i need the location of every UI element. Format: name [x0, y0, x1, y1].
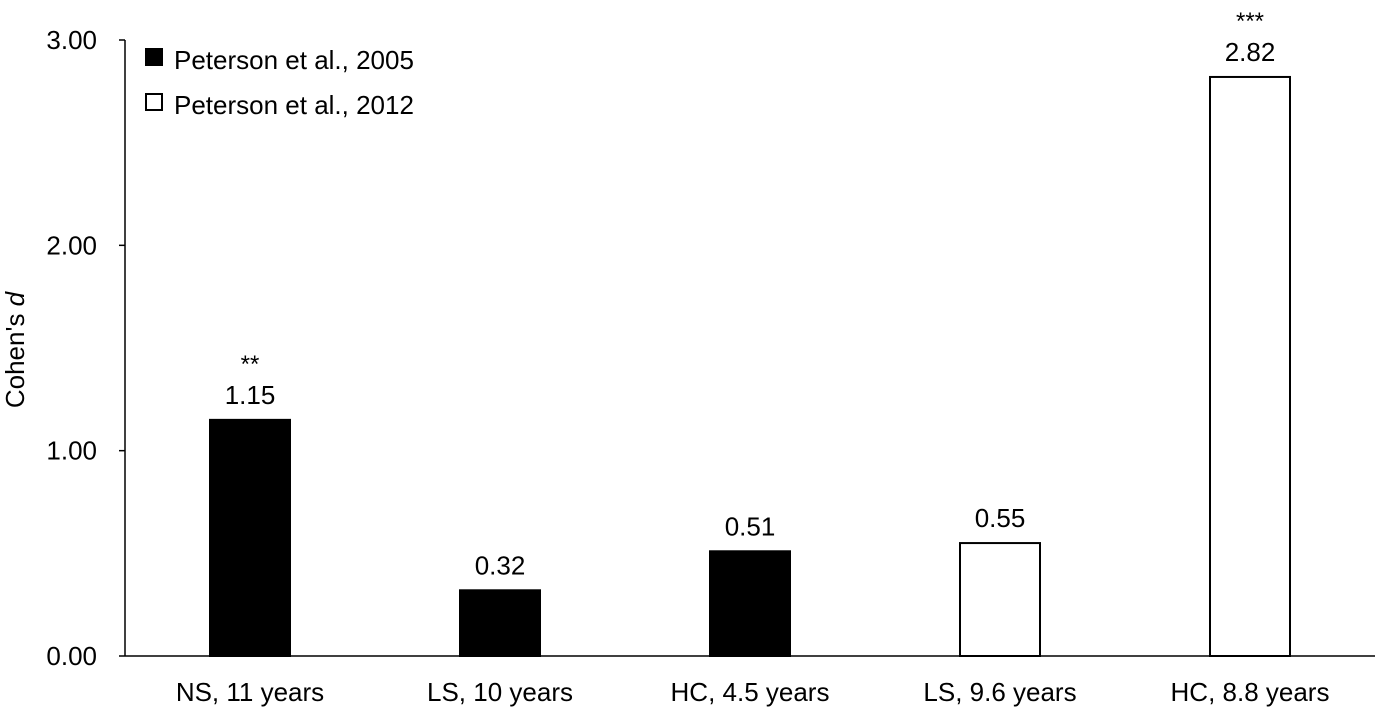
- x-tick-label: LS, 10 years: [427, 677, 573, 707]
- bar: [209, 418, 291, 657]
- bar-value-label: 0.51: [725, 511, 776, 541]
- significance-marker: **: [241, 351, 260, 378]
- legend-label: Peterson et al., 2005: [174, 45, 414, 75]
- y-tick-label: 1.00: [46, 436, 97, 466]
- y-tick-label: 2.00: [46, 230, 97, 260]
- bar-value-label: 0.32: [475, 550, 526, 580]
- x-tick-label: HC, 4.5 years: [671, 677, 830, 707]
- value-labels: 1.15** 0.32 0.51 0.55 2.82***: [225, 8, 1276, 580]
- bar-value-label: 1.15: [225, 380, 276, 410]
- bar: [459, 589, 541, 657]
- x-axis: NS, 11 years LS, 10 years HC, 4.5 years LS,…: [125, 655, 1375, 707]
- bar: [1209, 75, 1291, 657]
- y-tick-label: 0.00: [46, 641, 97, 671]
- bar-value-label: 0.55: [975, 503, 1026, 533]
- legend-swatch: [145, 48, 163, 66]
- y-axis-label: Cohen's d: [0, 290, 30, 408]
- y-tick-label: 3.00: [46, 25, 97, 55]
- bar-value-label: 2.82: [1225, 37, 1276, 67]
- legend-swatch: [145, 93, 163, 111]
- y-axis-label-text: Cohen's: [0, 306, 30, 408]
- bar: [959, 542, 1041, 657]
- bars: [209, 75, 1291, 658]
- x-tick-label: HC, 8.8 years: [1171, 677, 1330, 707]
- bar: [709, 550, 791, 658]
- significance-marker: ***: [1236, 8, 1264, 35]
- legend: Peterson et al., 2005 Peterson et al., 20…: [145, 45, 414, 120]
- x-tick-label: NS, 11 years: [176, 677, 324, 707]
- legend-label: Peterson et al., 2012: [174, 90, 414, 120]
- x-tick-label: LS, 9.6 years: [923, 677, 1076, 707]
- y-axis: 0.00 1.00 2.00 3.00: [46, 25, 126, 671]
- y-axis-label-italic: d: [0, 290, 30, 306]
